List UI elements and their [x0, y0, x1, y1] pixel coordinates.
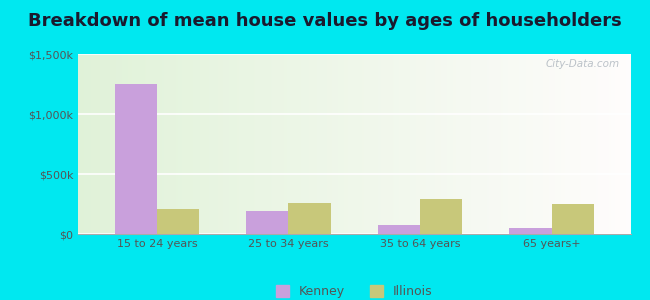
Legend: Kenney, Illinois: Kenney, Illinois	[272, 280, 437, 300]
Bar	[246, 211, 289, 234]
Bar	[552, 204, 593, 234]
Bar	[115, 84, 157, 234]
Text: Breakdown of mean house values by ages of householders: Breakdown of mean house values by ages o…	[28, 12, 622, 30]
Bar	[420, 199, 462, 234]
Bar	[378, 225, 420, 234]
Bar	[510, 228, 552, 234]
Text: City-Data.com: City-Data.com	[545, 59, 619, 69]
Bar	[157, 209, 199, 234]
Bar	[289, 203, 331, 234]
